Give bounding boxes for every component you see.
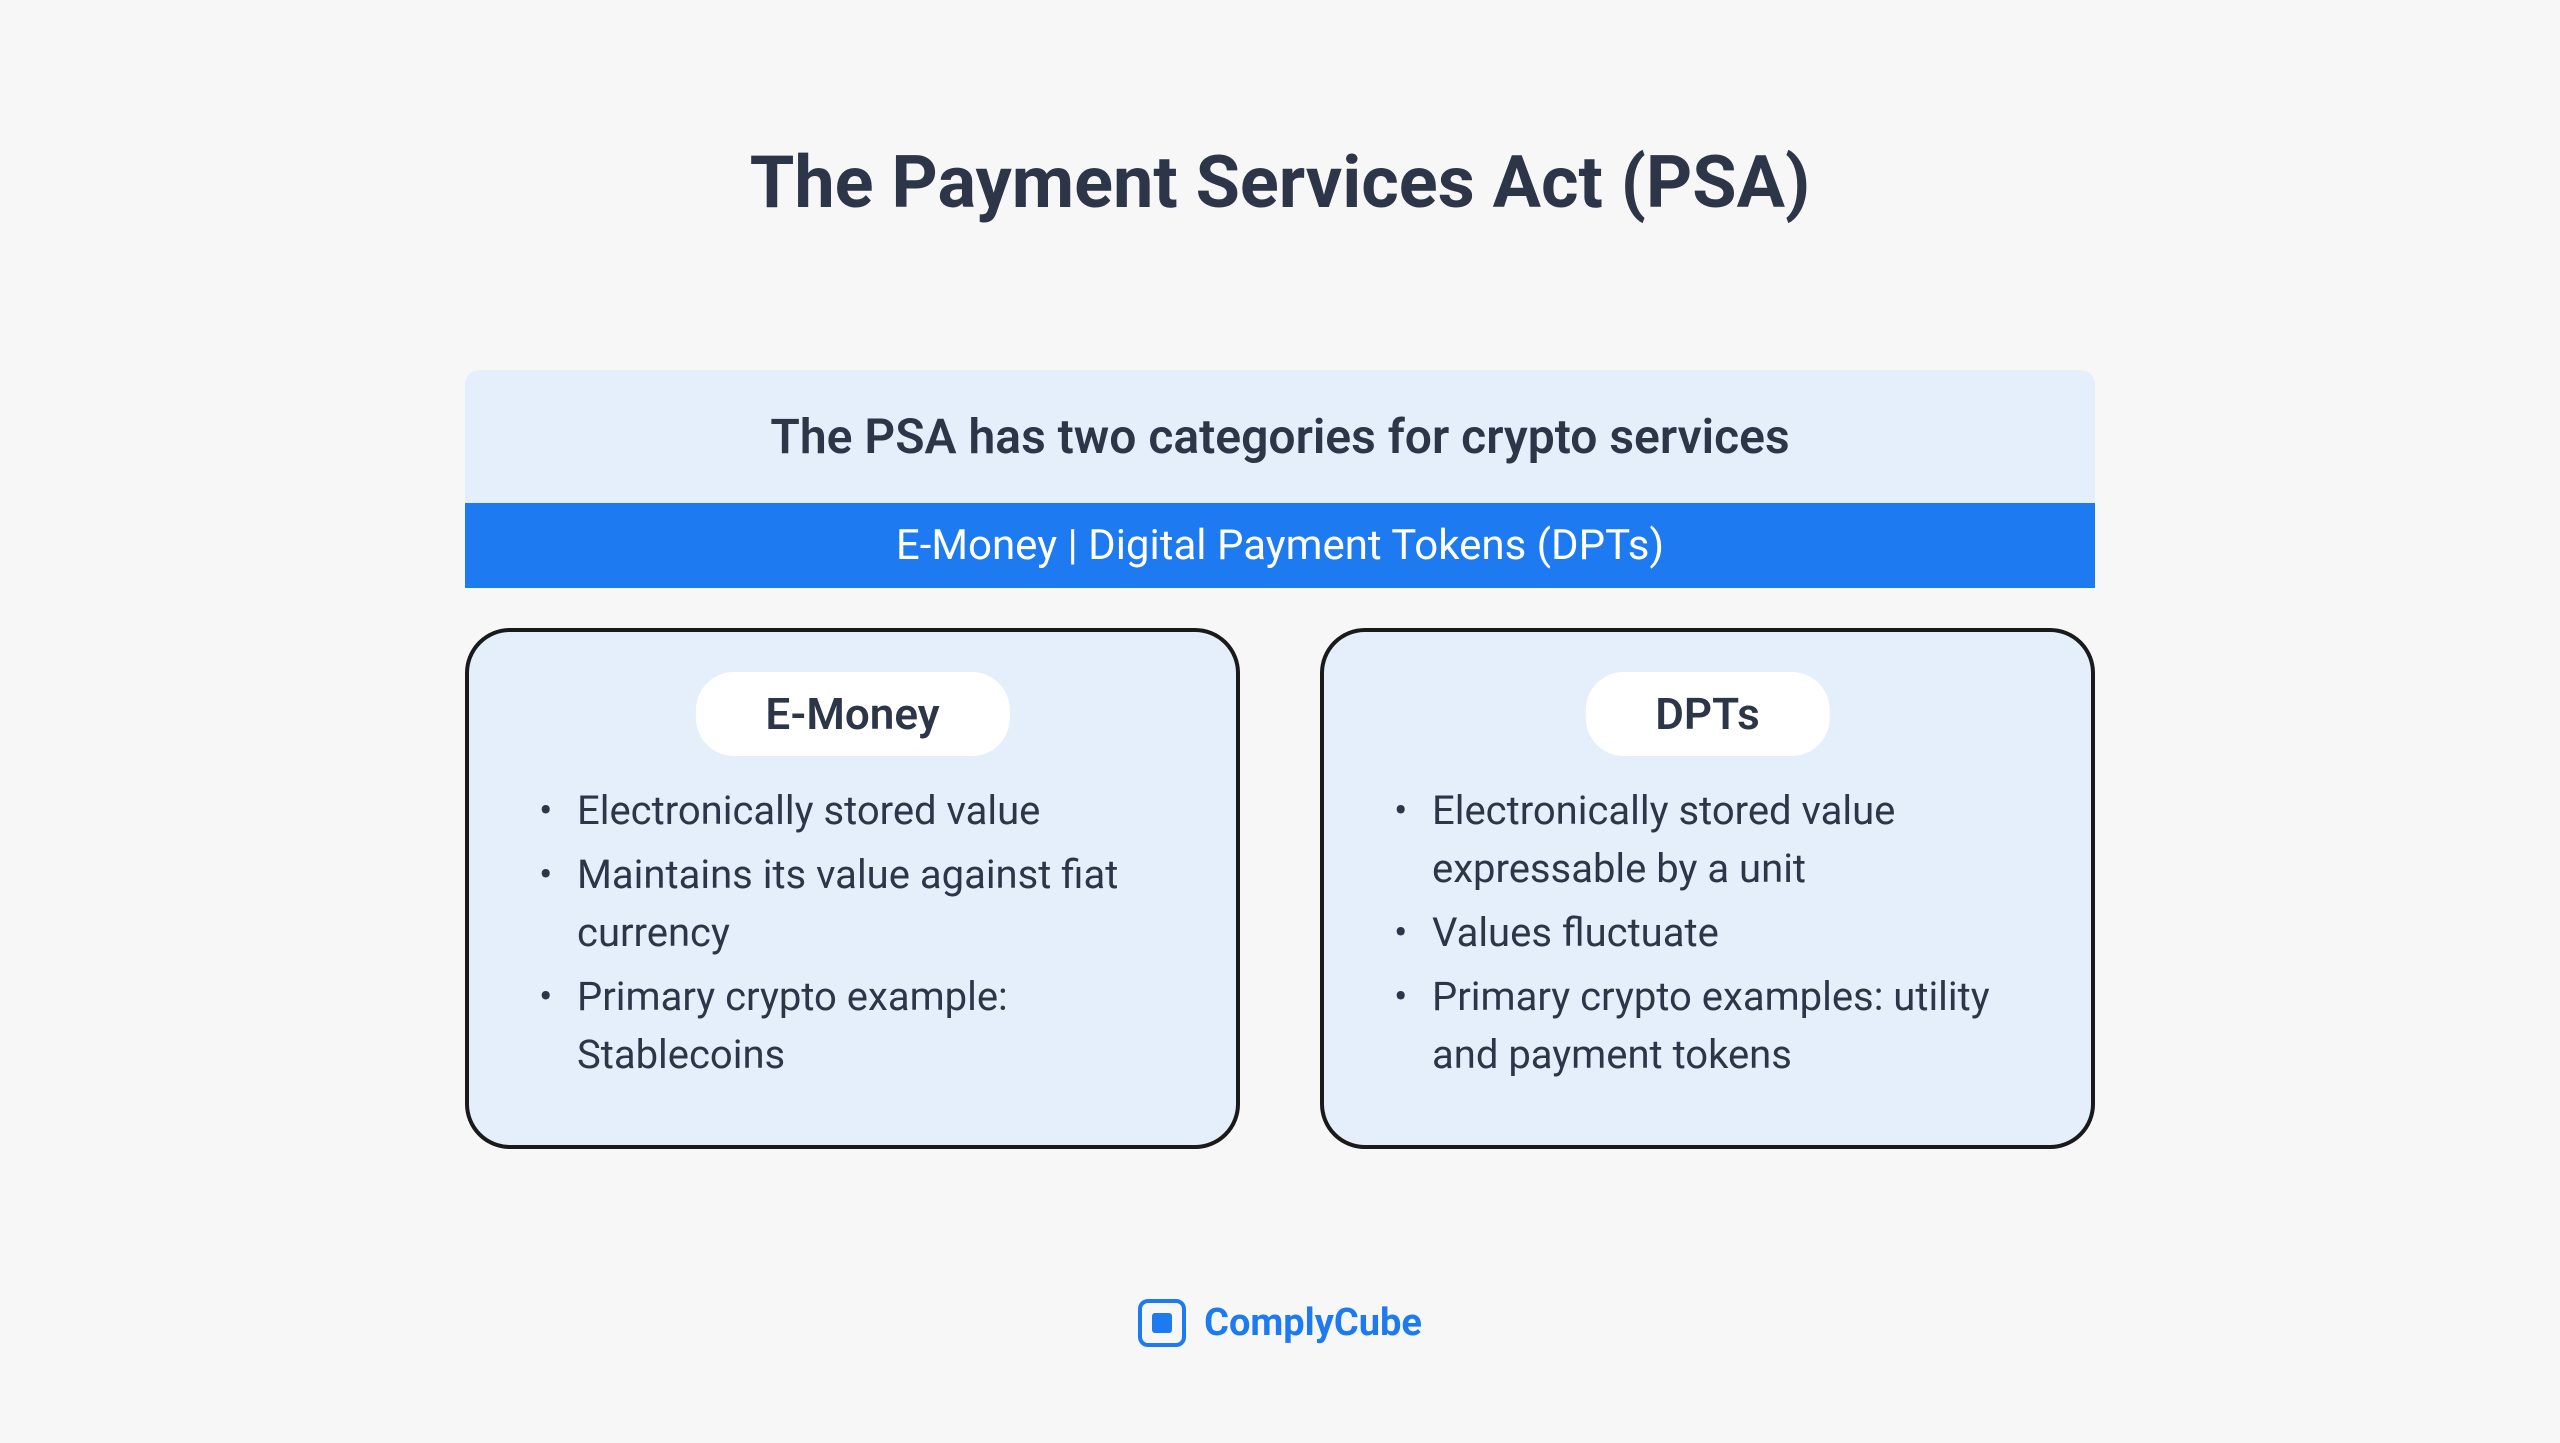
list-item: Values fluctuate [1394,904,2041,962]
cards-row: E-Money Electronically stored value Main… [465,628,2095,1149]
content-wrapper: The PSA has two categories for crypto se… [465,370,2095,1149]
list-item: Maintains its value against fiat currenc… [539,846,1186,962]
list-item: Primary crypto examples: utility and pay… [1394,968,2041,1084]
card-list-dpts: Electronically stored value expressable … [1374,782,2041,1084]
card-label-emoney: E-Money [695,672,1009,756]
list-item: Electronically stored value expressable … [1394,782,2041,898]
page-title: The Payment Services Act (PSA) [750,140,1811,225]
card-dpts: DPTs Electronically stored value express… [1320,628,2095,1149]
subtitle-text: The PSA has two categories for crypto se… [485,408,2075,465]
card-list-emoney: Electronically stored value Maintains it… [519,782,1186,1084]
complycube-icon [1138,1299,1186,1347]
brand-logo: ComplyCube [1138,1299,1422,1347]
categories-text: E-Money | Digital Payment Tokens (DPTs) [485,521,2075,570]
categories-bar: E-Money | Digital Payment Tokens (DPTs) [465,503,2095,588]
card-label-dpts: DPTs [1585,672,1830,756]
list-item: Electronically stored value [539,782,1186,840]
brand-name: ComplyCube [1204,1301,1422,1345]
subtitle-bar: The PSA has two categories for crypto se… [465,370,2095,503]
card-emoney: E-Money Electronically stored value Main… [465,628,1240,1149]
list-item: Primary crypto example: Stablecoins [539,968,1186,1084]
